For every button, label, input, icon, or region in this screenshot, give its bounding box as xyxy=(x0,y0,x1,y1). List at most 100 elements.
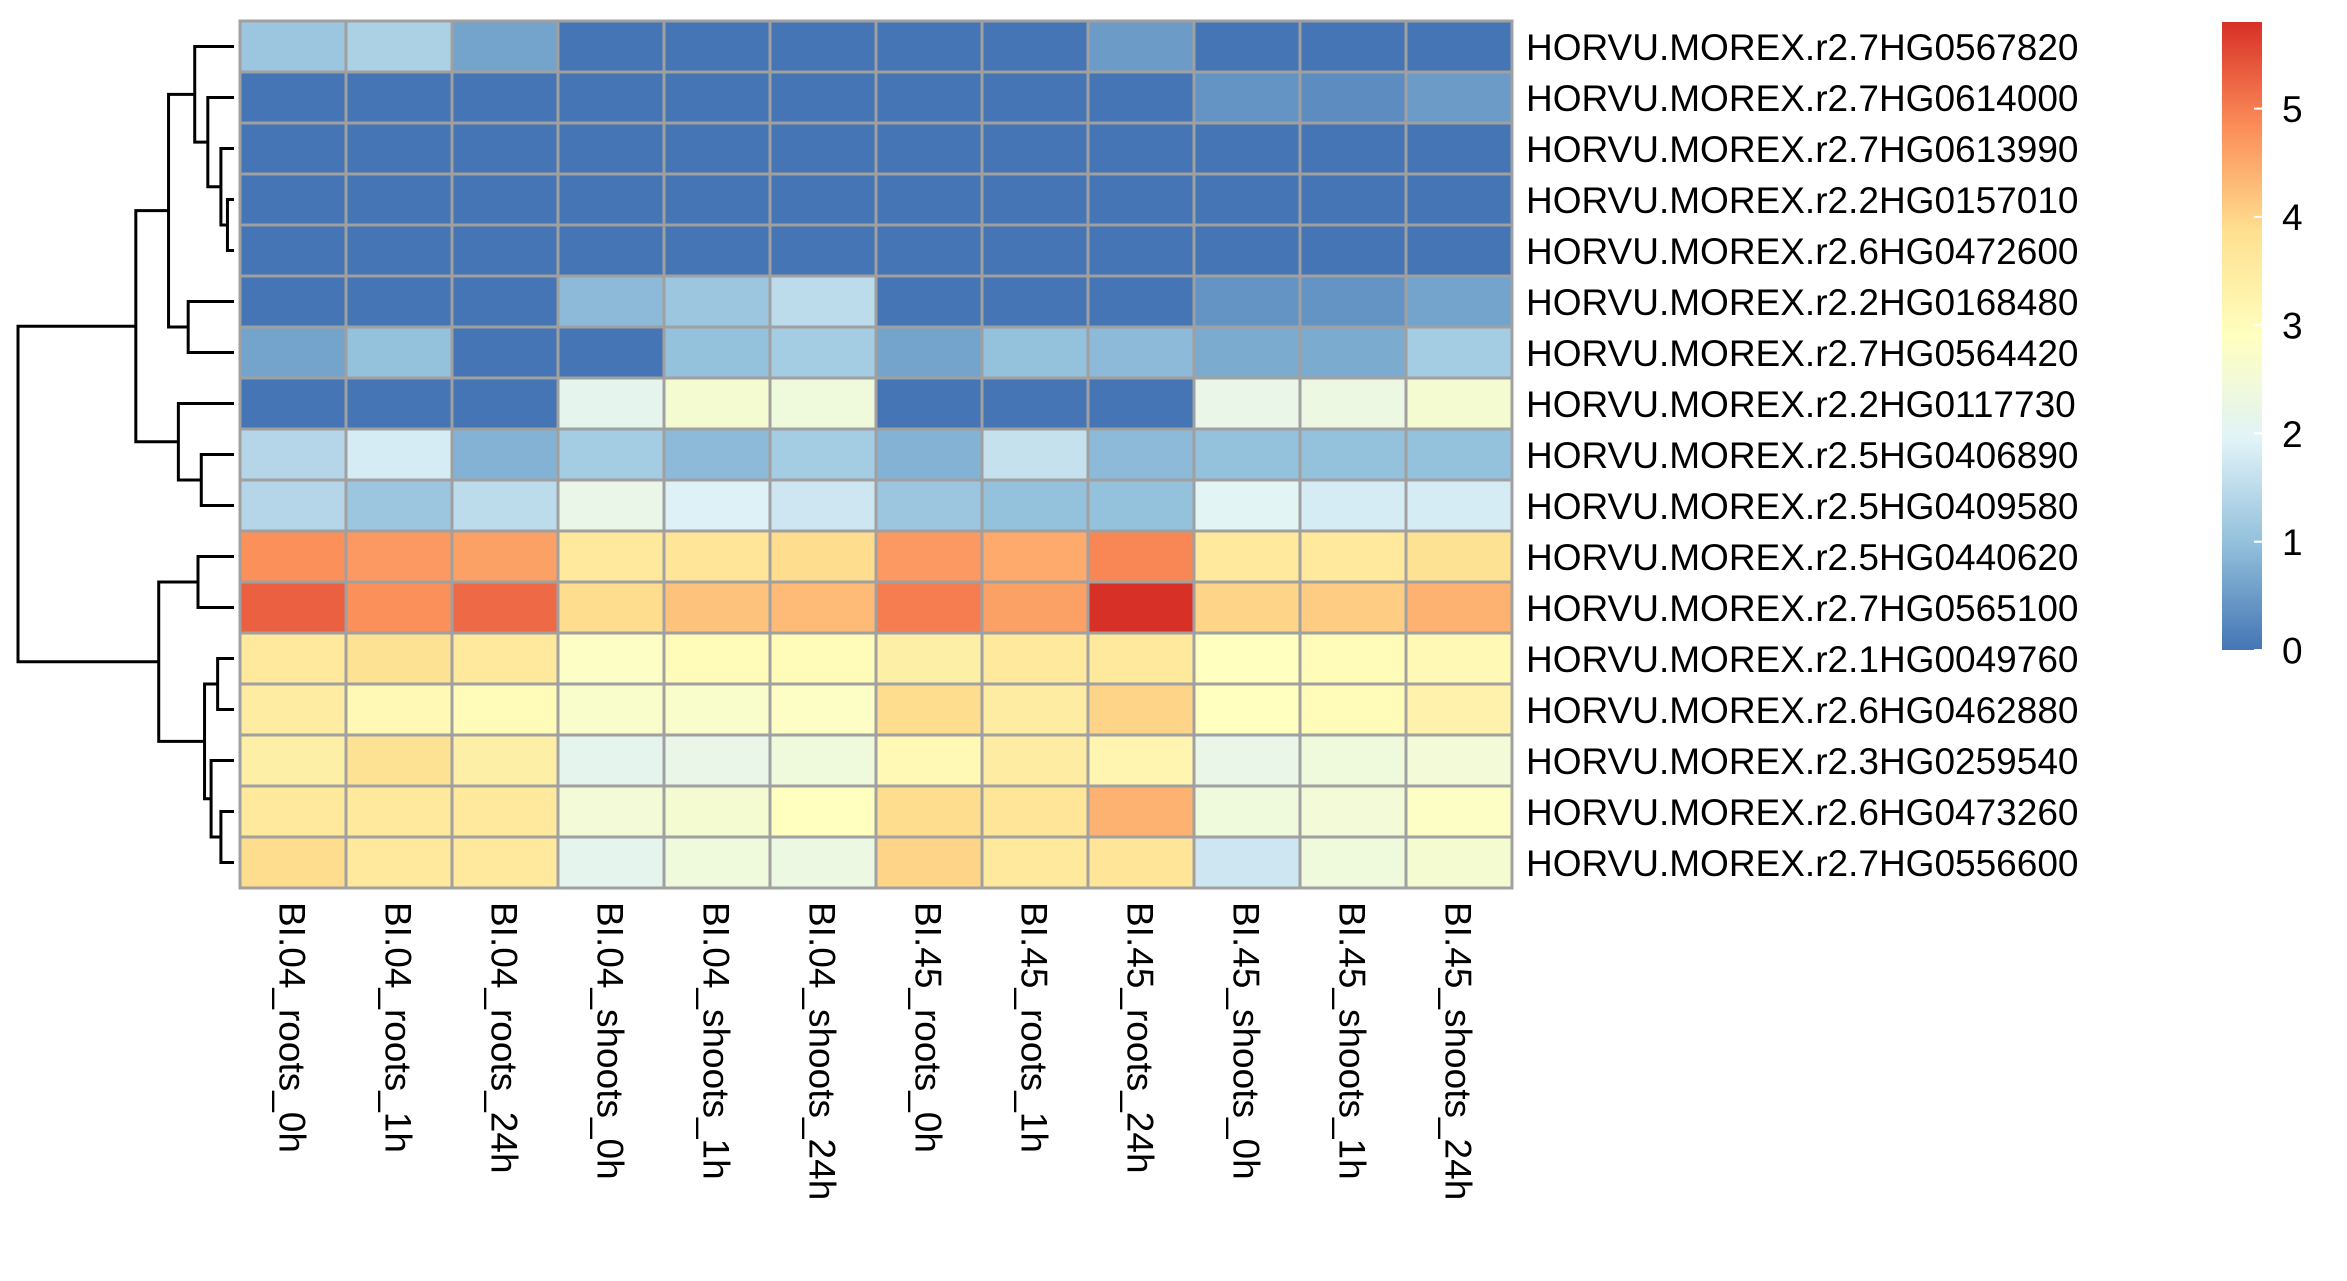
heatmap-cell xyxy=(556,172,666,227)
legend-tick-label: 2 xyxy=(2282,414,2303,455)
heatmap-cell xyxy=(768,376,878,431)
heatmap-cell xyxy=(1298,682,1408,737)
heatmap-cell xyxy=(1086,427,1196,482)
heatmap-cell xyxy=(1298,529,1408,584)
heatmap-cell xyxy=(238,835,348,890)
heatmap-cell xyxy=(1192,580,1302,635)
legend-tick-label: 3 xyxy=(2282,305,2303,346)
heatmap-cell xyxy=(980,478,1090,533)
heatmap-cell xyxy=(344,784,454,839)
heatmap-cell xyxy=(1192,478,1302,533)
row-label: HORVU.MOREX.r2.7HG0564420 xyxy=(1526,333,2079,374)
row-label: HORVU.MOREX.r2.6HG0462880 xyxy=(1526,690,2079,731)
heatmap-cell xyxy=(874,478,984,533)
heatmap-cell xyxy=(450,529,560,584)
heatmap-cell xyxy=(1298,325,1408,380)
heatmap-cell xyxy=(556,427,666,482)
heatmap-cell xyxy=(662,631,772,686)
heatmap-cell xyxy=(238,733,348,788)
row-label: HORVU.MOREX.r2.3HG0259540 xyxy=(1526,741,2079,782)
dendrogram-branch xyxy=(186,300,234,354)
heatmap-cell xyxy=(344,172,454,227)
heatmap-cell xyxy=(662,325,772,380)
row-label: HORVU.MOREX.r2.7HG0556600 xyxy=(1526,843,2079,884)
heatmap-cell xyxy=(662,121,772,176)
heatmap-cell xyxy=(1404,121,1514,176)
heatmap-cell xyxy=(768,631,878,686)
heatmap-cell xyxy=(556,733,666,788)
row-label: HORVU.MOREX.r2.2HG0157010 xyxy=(1526,180,2079,221)
heatmap-cell xyxy=(768,19,878,74)
heatmap-cell xyxy=(1298,478,1408,533)
heatmap-cell xyxy=(980,121,1090,176)
heatmap-cell xyxy=(1192,631,1302,686)
row-label: HORVU.MOREX.r2.7HG0565100 xyxy=(1526,588,2079,629)
heatmap-cell xyxy=(768,274,878,329)
heatmap-cell xyxy=(662,784,772,839)
heatmap-cell xyxy=(556,682,666,737)
heatmap-cell xyxy=(1404,580,1514,635)
heatmap-cell xyxy=(344,223,454,278)
row-label: HORVU.MOREX.r2.6HG0472600 xyxy=(1526,231,2079,272)
heatmap-cell xyxy=(1298,631,1408,686)
legend-tick-label: 1 xyxy=(2282,522,2303,563)
dendrogram-branch xyxy=(219,810,234,864)
heatmap-cell xyxy=(662,682,772,737)
heatmap-cell xyxy=(556,580,666,635)
heatmap-cell xyxy=(556,835,666,890)
heatmap-cell xyxy=(874,325,984,380)
heatmap-cell xyxy=(238,223,348,278)
row-label: HORVU.MOREX.r2.7HG0567820 xyxy=(1526,27,2079,68)
heatmap-cell xyxy=(980,70,1090,125)
column-label: BI.04_shoots_24h xyxy=(802,902,843,1200)
heatmap-cell xyxy=(238,784,348,839)
heatmap-cell xyxy=(1404,733,1514,788)
heatmap-cell xyxy=(662,70,772,125)
heatmap-cell xyxy=(344,835,454,890)
column-label: BI.45_shoots_24h xyxy=(1438,902,1479,1200)
heatmap-cell xyxy=(344,631,454,686)
legend-tick-label: 5 xyxy=(2282,89,2303,130)
heatmap-cell xyxy=(874,121,984,176)
heatmap-cell xyxy=(662,835,772,890)
heatmap-cell xyxy=(980,376,1090,431)
heatmap-cell xyxy=(1298,376,1408,431)
heatmap-cell xyxy=(768,70,878,125)
heatmap-cell xyxy=(874,274,984,329)
heatmap-cell xyxy=(874,223,984,278)
heatmap-cell xyxy=(1086,733,1196,788)
heatmap-cell xyxy=(556,121,666,176)
heatmap-cell xyxy=(1192,682,1302,737)
column-label: BI.04_roots_1h xyxy=(378,902,419,1153)
heatmap-cell xyxy=(768,835,878,890)
heatmap-cell xyxy=(344,580,454,635)
heatmap-cell xyxy=(874,529,984,584)
heatmap-cell xyxy=(980,19,1090,74)
heatmap-cell xyxy=(1298,580,1408,635)
heatmap-cell xyxy=(556,784,666,839)
column-label: BI.04_roots_0h xyxy=(272,902,313,1153)
heatmap-cell xyxy=(344,325,454,380)
heatmap-cell xyxy=(1086,784,1196,839)
heatmap-cell xyxy=(450,733,560,788)
heatmap-cell xyxy=(1086,19,1196,74)
heatmap-cell xyxy=(1086,580,1196,635)
heatmap-cell xyxy=(980,682,1090,737)
heatmap-cell xyxy=(874,733,984,788)
heatmap-cell xyxy=(980,784,1090,839)
heatmap-cell xyxy=(238,580,348,635)
heatmap-cell xyxy=(1404,478,1514,533)
heatmap-cell xyxy=(1404,427,1514,482)
heatmap-cell xyxy=(1404,19,1514,74)
heatmap-cell xyxy=(556,529,666,584)
heatmap-cell xyxy=(450,631,560,686)
heatmap-cell xyxy=(1086,478,1196,533)
heatmap-cell xyxy=(662,223,772,278)
heatmap-cell xyxy=(1086,835,1196,890)
heatmap-cell xyxy=(450,19,560,74)
heatmap-cell xyxy=(874,172,984,227)
dendrogram-branch xyxy=(225,198,234,252)
heatmap-cell xyxy=(1192,325,1302,380)
heatmap-cell xyxy=(874,70,984,125)
